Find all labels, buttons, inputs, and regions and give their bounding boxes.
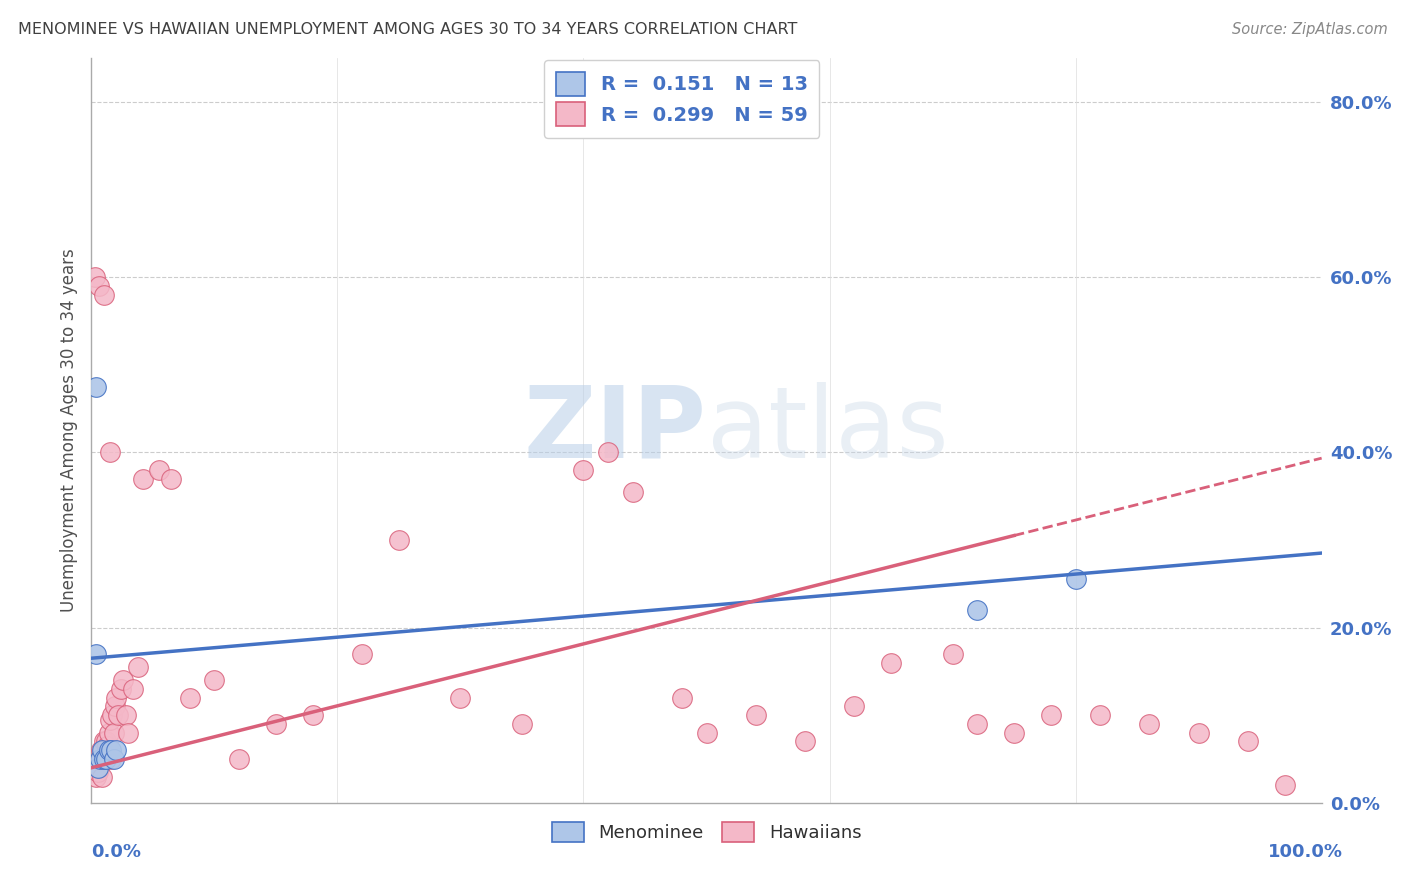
- Point: [97, 743, 120, 757]
- Point: [1039, 708, 1063, 723]
- Point: [86, 379, 108, 393]
- Point: [96, 752, 117, 766]
- Point: [86, 765, 108, 780]
- Point: [117, 725, 139, 739]
- Point: [842, 699, 865, 714]
- Point: [101, 708, 124, 723]
- Point: [1187, 725, 1209, 739]
- Point: [510, 717, 533, 731]
- Point: [1237, 734, 1260, 748]
- Point: [86, 770, 108, 784]
- Point: [264, 717, 287, 731]
- Point: [966, 603, 988, 617]
- Point: [793, 734, 815, 748]
- Text: Source: ZipAtlas.com: Source: ZipAtlas.com: [1232, 22, 1388, 37]
- Point: [84, 270, 107, 285]
- Point: [84, 761, 107, 775]
- Point: [90, 743, 112, 757]
- Point: [1139, 717, 1161, 731]
- Point: [122, 681, 145, 696]
- Point: [91, 743, 114, 757]
- Point: [671, 690, 693, 705]
- Point: [596, 445, 619, 459]
- Point: [301, 708, 323, 723]
- Point: [1002, 725, 1025, 739]
- Point: [160, 472, 183, 486]
- Point: [179, 690, 201, 705]
- Point: [966, 717, 988, 731]
- Legend: Menominee, Hawaiians: Menominee, Hawaiians: [544, 814, 869, 850]
- Point: [352, 647, 374, 661]
- Point: [96, 739, 118, 753]
- Point: [86, 647, 108, 661]
- Point: [1274, 778, 1296, 792]
- Text: ZIP: ZIP: [523, 382, 706, 479]
- Point: [105, 743, 127, 757]
- Point: [107, 708, 129, 723]
- Point: [388, 533, 411, 547]
- Point: [114, 708, 138, 723]
- Y-axis label: Unemployment Among Ages 30 to 34 years: Unemployment Among Ages 30 to 34 years: [59, 249, 77, 612]
- Point: [621, 484, 644, 499]
- Point: [695, 725, 717, 739]
- Point: [202, 673, 225, 687]
- Point: [941, 647, 963, 661]
- Point: [880, 656, 903, 670]
- Point: [1088, 708, 1111, 723]
- Point: [100, 752, 122, 766]
- Point: [98, 713, 121, 727]
- Point: [87, 761, 110, 775]
- Point: [745, 708, 768, 723]
- Text: 0.0%: 0.0%: [91, 843, 142, 861]
- Point: [105, 690, 127, 705]
- Point: [148, 463, 170, 477]
- Point: [96, 734, 117, 748]
- Point: [93, 752, 115, 766]
- Point: [89, 752, 111, 766]
- Point: [132, 472, 155, 486]
- Point: [93, 734, 115, 748]
- Point: [127, 660, 149, 674]
- Point: [110, 681, 132, 696]
- Point: [104, 699, 127, 714]
- Point: [228, 752, 250, 766]
- Point: [572, 463, 595, 477]
- Text: atlas: atlas: [706, 382, 948, 479]
- Point: [86, 761, 108, 775]
- Point: [112, 673, 135, 687]
- Point: [1064, 573, 1087, 587]
- Point: [87, 278, 110, 293]
- Text: MENOMINEE VS HAWAIIAN UNEMPLOYMENT AMONG AGES 30 TO 34 YEARS CORRELATION CHART: MENOMINEE VS HAWAIIAN UNEMPLOYMENT AMONG…: [18, 22, 797, 37]
- Point: [98, 445, 121, 459]
- Point: [100, 743, 122, 757]
- Point: [89, 752, 111, 766]
- Point: [91, 770, 114, 784]
- Point: [103, 725, 125, 739]
- Point: [93, 287, 115, 301]
- Point: [449, 690, 471, 705]
- Point: [103, 752, 125, 766]
- Point: [94, 752, 117, 766]
- Point: [97, 725, 120, 739]
- Text: 100.0%: 100.0%: [1268, 843, 1343, 861]
